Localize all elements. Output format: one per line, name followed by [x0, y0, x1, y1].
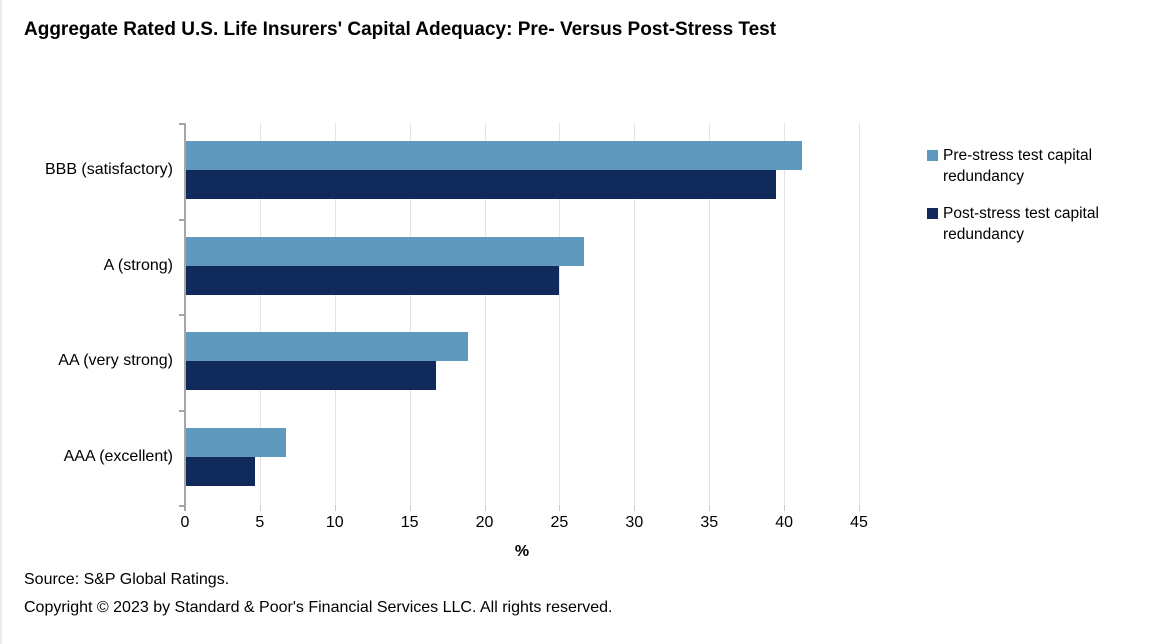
y-axis-tick	[179, 410, 186, 412]
bar-post-stress	[186, 170, 777, 199]
source-note: Source: S&P Global Ratings.	[24, 571, 230, 588]
gridline	[334, 123, 336, 511]
legend-label-post-stress: Post-stress test capital redundancy	[943, 205, 1099, 243]
y-axis-tick	[179, 505, 186, 507]
legend-entry-post-stress: Post-stress test capital redundancy	[927, 203, 1145, 245]
gridline	[634, 123, 636, 511]
category-label: AA (very strong)	[58, 352, 173, 369]
plot-area	[179, 123, 860, 511]
gridline	[859, 123, 860, 511]
x-tick-label: 45	[850, 514, 868, 531]
x-axis-label: %	[514, 543, 530, 560]
category-label: A (strong)	[103, 257, 173, 274]
gridline	[709, 123, 711, 511]
x-tick-label: 35	[700, 514, 719, 531]
gridline	[259, 123, 261, 511]
x-tick-label: 30	[625, 514, 644, 531]
x-tick-label: 5	[255, 514, 265, 531]
legend: Pre-stress test capital redundancy Post-s…	[927, 145, 1145, 261]
bar-pre-stress	[186, 141, 802, 170]
y-axis-tick	[179, 123, 186, 125]
y-axis-tick	[179, 219, 186, 221]
bar-post-stress	[186, 266, 559, 295]
legend-swatch-pre-stress-icon	[927, 150, 938, 161]
legend-swatch-post-stress-icon	[927, 208, 938, 219]
category-label: BBB (satisfactory)	[44, 161, 173, 178]
x-tick-label: 20	[475, 514, 494, 531]
legend-entry-pre-stress: Pre-stress test capital redundancy	[927, 145, 1145, 187]
x-tick-label: 15	[400, 514, 419, 531]
x-tick-label: 40	[775, 514, 793, 531]
x-tick-label: 0	[180, 514, 190, 531]
bar-post-stress	[186, 457, 255, 486]
y-axis-tick	[179, 314, 186, 316]
x-tick-label: 10	[325, 514, 344, 531]
x-tick-label: 25	[550, 514, 569, 531]
bar-post-stress	[186, 361, 437, 390]
y-axis-line	[184, 123, 186, 511]
gridline	[484, 123, 486, 511]
legend-label-pre-stress: Pre-stress test capital redundancy	[943, 147, 1093, 185]
copyright-note: Copyright © 2023 by Standard & Poor's Fi…	[24, 599, 613, 616]
chart-title: Aggregate Rated U.S. Life Insurers' Capi…	[24, 19, 777, 40]
bar-pre-stress	[186, 428, 287, 457]
category-label: AAA (excellent)	[63, 448, 173, 465]
bar-pre-stress	[186, 332, 468, 361]
gridline	[784, 123, 786, 511]
gridline	[409, 123, 411, 511]
gridline	[559, 123, 561, 511]
bar-pre-stress	[186, 237, 585, 266]
